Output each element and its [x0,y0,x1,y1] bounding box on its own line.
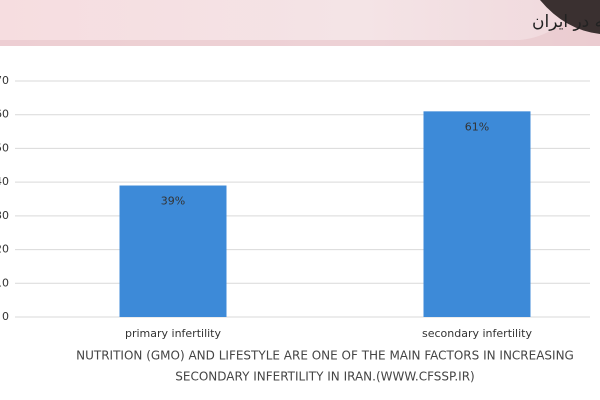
caption: SECONDARY INFERTILITY IN IRAN.(WWW.CFSSP… [175,370,474,384]
header-decoration [0,0,600,46]
data-label: 61% [465,120,489,133]
bar [423,111,531,317]
y-tick-label: 50 [0,141,9,154]
y-tick-label: 10 [0,276,9,289]
header-band [0,0,600,46]
y-tick-label: 30 [0,209,9,222]
y-tick-label: 20 [0,243,9,256]
y-tick-label: 60 [0,108,9,121]
y-tick-label: 70 [0,74,9,87]
y-tick-label: 0 [2,310,9,323]
chart-title: آمار ناباروری اولیه و ثانویه در ایران [532,10,600,32]
x-tick-label: secondary infertility [422,327,532,340]
x-tick-label: primary infertility [125,327,222,340]
y-tick-label: 40 [0,175,9,188]
bar [119,185,227,317]
data-label: 39% [161,195,185,208]
header-corner [540,0,600,34]
caption: NUTRITION (GMO) AND LIFESTYLE ARE ONE OF… [76,349,574,363]
